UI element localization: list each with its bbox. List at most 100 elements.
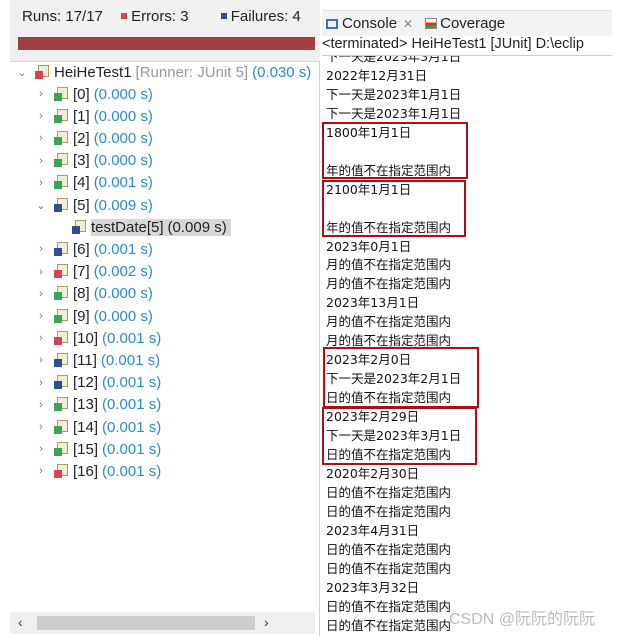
chevron-right-icon[interactable]: › — [39, 176, 43, 189]
close-icon[interactable]: ✕ — [403, 16, 414, 31]
chevron-right-icon[interactable]: › — [39, 243, 43, 256]
tab-label: Console — [342, 15, 398, 32]
tree-item[interactable]: › [8] (0.000 s) — [34, 283, 153, 305]
chevron-right-icon[interactable]: › — [39, 443, 43, 456]
test-name: [1] — [73, 107, 90, 125]
tree-item[interactable]: › [1] (0.000 s) — [34, 105, 153, 127]
console-line: 日的值不在指定范围内 — [326, 484, 452, 500]
test-pass-icon — [54, 108, 69, 124]
test-error-icon — [54, 330, 69, 346]
chevron-right-icon[interactable]: › — [39, 332, 43, 345]
scroll-right-icon[interactable]: › — [264, 614, 269, 630]
test-time: (0.001 s) — [102, 396, 162, 414]
test-name: [10] — [73, 329, 99, 347]
chevron-right-icon[interactable]: › — [39, 310, 43, 322]
junit-header: Runs: 17/17 Errors: 3 Failures: 4 — [10, 0, 320, 62]
console-line: 1800年1月1日 — [326, 124, 412, 140]
tree-item[interactable]: › [16] (0.001 s) — [34, 460, 161, 482]
console-line: 2023年2月0日 — [326, 352, 412, 368]
test-error-icon — [35, 64, 50, 80]
test-time: (0.001 s) — [93, 240, 153, 258]
console-line: 2022年12月31日 — [326, 67, 428, 83]
test-name: [7] — [73, 263, 90, 281]
errors-count: Errors: 3 — [131, 8, 189, 25]
runs-count: Runs: 17/17 — [22, 8, 103, 25]
test-time: (0.009 s) — [93, 196, 153, 214]
test-failure-icon — [54, 352, 69, 368]
console-output[interactable]: 下一天是2023年3月1日 2022年12月31日 下一天是2023年1月1日 下一天… — [326, 48, 616, 636]
chevron-down-icon[interactable]: ⌄ — [17, 66, 27, 79]
chevron-right-icon[interactable]: › — [39, 421, 43, 433]
chevron-right-icon[interactable]: › — [39, 398, 43, 411]
tree-item[interactable]: › [6] (0.001 s) — [34, 238, 153, 260]
test-time: (0.001 s) — [102, 329, 162, 347]
tab-coverage[interactable]: Coverage — [421, 15, 509, 32]
tab-bar: Console ✕ Coverage — [322, 10, 612, 36]
test-time: (0.000 s) — [93, 85, 153, 103]
console-line: 日的值不在指定范围内 — [326, 541, 452, 557]
chevron-down-icon[interactable]: ⌄ — [36, 199, 46, 212]
test-error-icon — [54, 264, 69, 279]
test-failure-icon — [72, 219, 87, 235]
test-time: (0.030 s) — [252, 63, 312, 81]
chevron-right-icon[interactable]: › — [39, 354, 43, 367]
tree-item[interactable]: › [7] (0.002 s) — [34, 261, 153, 283]
tree-item[interactable]: testDate[5] (0.009 s) — [72, 216, 231, 238]
tree-item[interactable]: ⌄ HeiHeTest1 [Runner: JUnit 5] (0.030 s) — [15, 61, 311, 83]
test-time: (0.000 s) — [93, 107, 153, 125]
console-line: 年的值不在指定范围内 — [326, 162, 452, 178]
tree-item[interactable]: › [0] (0.000 s) — [34, 83, 153, 105]
console-line: 下一天是2023年1月1日 — [326, 86, 462, 102]
chevron-right-icon[interactable]: › — [39, 88, 43, 100]
horizontal-scrollbar[interactable]: ‹ › — [10, 612, 315, 634]
error-icon — [121, 13, 128, 19]
chevron-right-icon[interactable]: › — [39, 465, 43, 478]
console-line: 2100年1月1日 — [326, 181, 412, 197]
test-name: [4] — [73, 174, 90, 192]
tree-item[interactable]: › [11] (0.001 s) — [34, 349, 160, 371]
chevron-right-icon[interactable]: › — [39, 376, 43, 389]
chevron-right-icon[interactable]: › — [39, 265, 43, 278]
test-time: (0.000 s) — [93, 285, 153, 303]
console-line: 月的值不在指定范围内 — [326, 333, 452, 349]
console-line: 2023年0月1日 — [326, 238, 412, 254]
test-pass-icon — [54, 397, 69, 412]
test-name: HeiHeTest1 — [54, 63, 132, 81]
chevron-right-icon[interactable]: › — [39, 154, 43, 167]
tree-item[interactable]: › [4] (0.001 s) — [34, 172, 153, 194]
test-name: [15] — [73, 440, 99, 458]
chevron-right-icon[interactable]: › — [39, 110, 43, 123]
tree-item[interactable]: ⌄ [5] (0.009 s) — [34, 194, 153, 216]
test-name: [16] — [73, 462, 99, 480]
test-name: [3] — [73, 152, 90, 170]
chevron-right-icon[interactable]: › — [39, 132, 43, 145]
tree-item[interactable]: › [14] (0.001 s) — [34, 416, 161, 438]
console-line: 月的值不在指定范围内 — [326, 314, 452, 330]
scrollbar-thumb[interactable] — [37, 616, 255, 630]
tree-item[interactable]: › [2] (0.000 s) — [34, 127, 153, 149]
chevron-right-icon[interactable]: › — [39, 287, 43, 300]
test-name: [11] — [73, 351, 97, 369]
tree-item[interactable]: › [9] (0.000 s) — [34, 305, 153, 327]
console-line — [326, 143, 616, 162]
console-line: 年的值不在指定范围内 — [326, 219, 452, 235]
test-pass-icon — [54, 175, 69, 190]
tree-item[interactable]: › [3] (0.000 s) — [34, 150, 153, 172]
test-pass-icon — [54, 286, 69, 301]
console-line: 月的值不在指定范围内 — [326, 276, 452, 292]
test-name: [12] — [73, 374, 99, 392]
console-line: 下一天是2023年3月1日 — [326, 428, 462, 444]
terminated-label: <terminated> HeiHeTest1 [JUnit] D:\eclip — [322, 36, 612, 56]
test-time: (0.001 s) — [102, 440, 162, 458]
scroll-left-icon[interactable]: ‹ — [18, 614, 23, 630]
tab-console[interactable]: Console ✕ — [322, 15, 417, 32]
console-line: 2023年3月32日 — [326, 579, 420, 595]
tree-item[interactable]: › [10] (0.001 s) — [34, 327, 161, 349]
tree-item[interactable]: › [13] (0.001 s) — [34, 394, 161, 416]
tree-item[interactable]: › [15] (0.001 s) — [34, 438, 161, 460]
test-failure-icon — [54, 197, 69, 213]
tree-item[interactable]: › [12] (0.001 s) — [34, 372, 161, 394]
test-name: [6] — [73, 240, 90, 258]
test-name: [5] — [73, 196, 90, 214]
test-pass-icon — [54, 130, 69, 146]
